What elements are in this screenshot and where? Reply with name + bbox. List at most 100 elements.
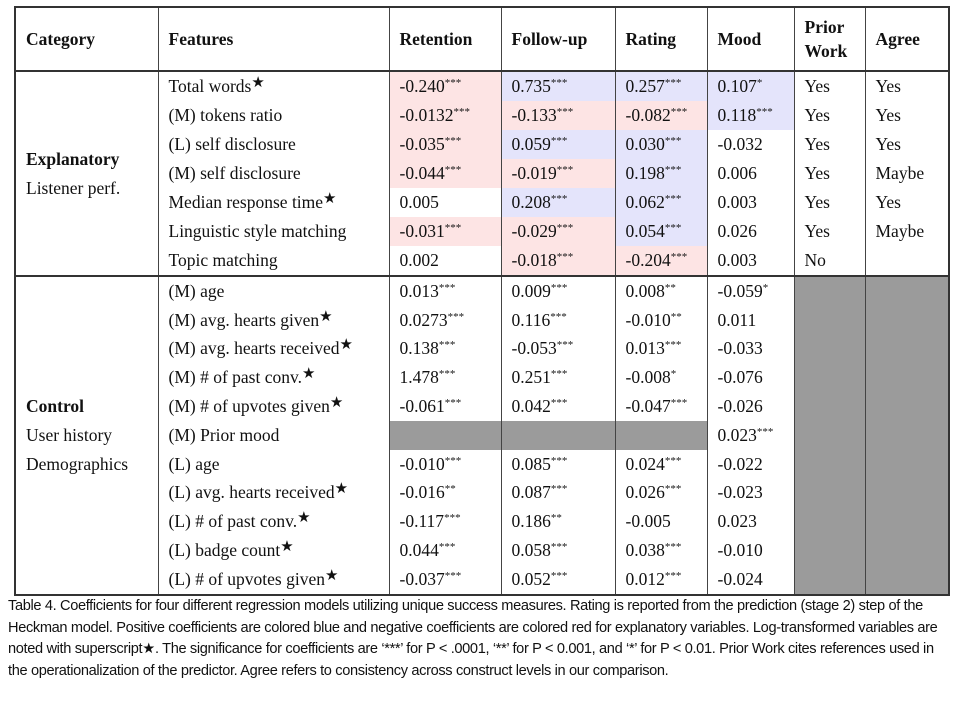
- feature-cell: (M) self disclosure: [157, 159, 390, 188]
- rating-coefficient: 0.030***: [614, 130, 708, 159]
- coefficient-value: -0.053: [511, 338, 557, 359]
- category-subtitle: Listener perf.: [26, 177, 121, 198]
- mood-coefficient: 0.107*: [706, 71, 795, 101]
- coefficient-value: -0.033: [717, 338, 763, 359]
- significance-stars: ***: [664, 193, 682, 205]
- feature-cell: Topic matching: [157, 246, 390, 276]
- significance-stars: ***: [550, 310, 567, 323]
- significance-stars: ***: [444, 77, 462, 89]
- coefficient-value: 0.059: [511, 134, 551, 154]
- significance-stars: ***: [556, 222, 574, 234]
- agree-cell: Yes: [864, 71, 950, 101]
- coefficient-value: 0.054: [625, 221, 665, 241]
- significance-stars: **: [550, 512, 562, 525]
- prior-work-cell: Yes: [793, 71, 866, 101]
- coefficient-value: 0.026: [717, 221, 757, 241]
- coefficient-value: -0.0132: [399, 105, 454, 125]
- coefficient-value: 0.030: [625, 134, 665, 154]
- significance-stars: ***: [550, 483, 568, 496]
- feature-cell: (M) tokens ratio: [157, 101, 390, 130]
- coefficient-value: -0.010: [717, 540, 763, 561]
- feature-cell: (L) # of upvotes given★: [157, 564, 390, 595]
- rating-coefficient: 0.257***: [614, 71, 708, 101]
- rating-coefficient: 0.062***: [614, 188, 708, 217]
- significance-stars: ***: [664, 569, 682, 582]
- feature-name: Total words: [168, 76, 252, 96]
- feature-name: (M) tokens ratio: [168, 105, 283, 125]
- followup-coefficient: 0.042***: [500, 392, 616, 421]
- feature-name: (L) # of past conv.: [168, 511, 298, 532]
- coefficient-value: 0.042: [511, 396, 551, 417]
- significance-stars: ***: [664, 454, 682, 467]
- table-row: (L) # of upvotes given★ -0.037*** 0.052***…: [15, 564, 949, 595]
- significance-stars: **: [444, 483, 456, 496]
- prior-work-cell: No: [793, 246, 866, 276]
- category-cell-control: Control User history Demographics: [14, 275, 159, 595]
- mood-coefficient: -0.033: [706, 334, 795, 364]
- log-transformed-star-icon: ★: [334, 481, 349, 498]
- rating-coefficient: -0.047***: [614, 392, 708, 421]
- feature-name: Linguistic style matching: [168, 221, 347, 241]
- retention-coefficient: -0.010***: [388, 449, 502, 479]
- coefficient-value: -0.035: [399, 134, 445, 154]
- coefficient-value: -0.023: [717, 482, 763, 503]
- header-category: Category: [14, 7, 159, 72]
- coefficient-value: -0.005: [625, 511, 671, 532]
- coefficient-value: 0.116: [511, 309, 551, 330]
- header-rating: Rating: [614, 7, 708, 72]
- coefficient-value: -0.059: [717, 280, 763, 301]
- coefficient-value: 0.002: [399, 250, 439, 270]
- coefficient-value: -0.031: [399, 221, 445, 241]
- table-body: Explanatory Listener perf. Total words★ -0.…: [14, 71, 950, 595]
- category-subtitle: User history: [26, 424, 113, 445]
- followup-coefficient: 0.208***: [500, 188, 616, 217]
- coefficient-value: 0.012: [625, 568, 665, 589]
- feature-cell: (M) avg. hearts received★: [157, 334, 390, 364]
- significance-stars: ***: [670, 397, 688, 410]
- significance-stars: ***: [556, 164, 574, 176]
- rating-coefficient: 0.038***: [614, 536, 708, 565]
- significance-stars: ***: [550, 77, 568, 89]
- feature-name: (M) Prior mood: [168, 424, 280, 445]
- significance-stars: ***: [550, 397, 568, 410]
- coefficient-value: 0.023: [717, 511, 757, 532]
- header-retention: Retention: [388, 7, 502, 72]
- followup-coefficient: 0.087***: [500, 478, 616, 508]
- prior-work-cell: Yes: [793, 217, 866, 246]
- table-row: Linguistic style matching -0.031*** -0.029…: [15, 217, 950, 246]
- table-row: (M) self disclosure -0.044*** -0.019*** 0.1…: [15, 159, 950, 188]
- coefficient-value: 0.085: [511, 453, 551, 474]
- feature-name: (L) age: [168, 453, 220, 474]
- significance-stars: ***: [756, 106, 773, 118]
- significance-stars: ***: [438, 368, 456, 381]
- significance-stars: ***: [444, 454, 462, 467]
- coefficient-value: 0.208: [511, 192, 551, 212]
- rating-coefficient: 0.012***: [614, 564, 708, 595]
- table-caption: Table 4. Coefficients for four different…: [8, 598, 938, 679]
- rating-coefficient: 0.024***: [614, 449, 708, 479]
- rating-coefficient: 0.008**: [614, 275, 708, 306]
- feature-name: (M) age: [168, 280, 225, 301]
- followup-not-applicable: [500, 420, 616, 450]
- followup-coefficient: 0.735***: [500, 71, 616, 101]
- rating-coefficient: -0.010**: [614, 305, 708, 335]
- followup-coefficient: 0.251***: [500, 363, 616, 393]
- feature-cell: (M) # of upvotes given★: [157, 392, 390, 421]
- coefficient-value: 0.257: [625, 76, 665, 96]
- header-followup: Follow-up: [500, 7, 616, 72]
- coefficient-value: -0.024: [717, 568, 763, 589]
- feature-name: Median response time: [168, 192, 324, 212]
- prior-work-not-applicable: [793, 275, 866, 595]
- table-row: (M) # of past conv.★ 1.478*** 0.251*** -0.0…: [15, 363, 949, 393]
- table-row: (L) avg. hearts received★ -0.016** 0.087**…: [15, 478, 949, 508]
- significance-stars: ***: [444, 512, 461, 525]
- significance-stars: ***: [438, 339, 456, 352]
- rating-coefficient: 0.013***: [614, 334, 708, 364]
- significance-stars: ***: [664, 483, 682, 496]
- feature-cell: (M) avg. hearts given★: [157, 305, 390, 335]
- coefficient-value: 0.009: [511, 280, 551, 301]
- feature-cell: (M) # of past conv.★: [157, 363, 390, 393]
- coefficient-value: -0.061: [399, 396, 445, 417]
- retention-coefficient: -0.0132***: [388, 101, 502, 130]
- followup-coefficient: 0.058***: [500, 536, 616, 565]
